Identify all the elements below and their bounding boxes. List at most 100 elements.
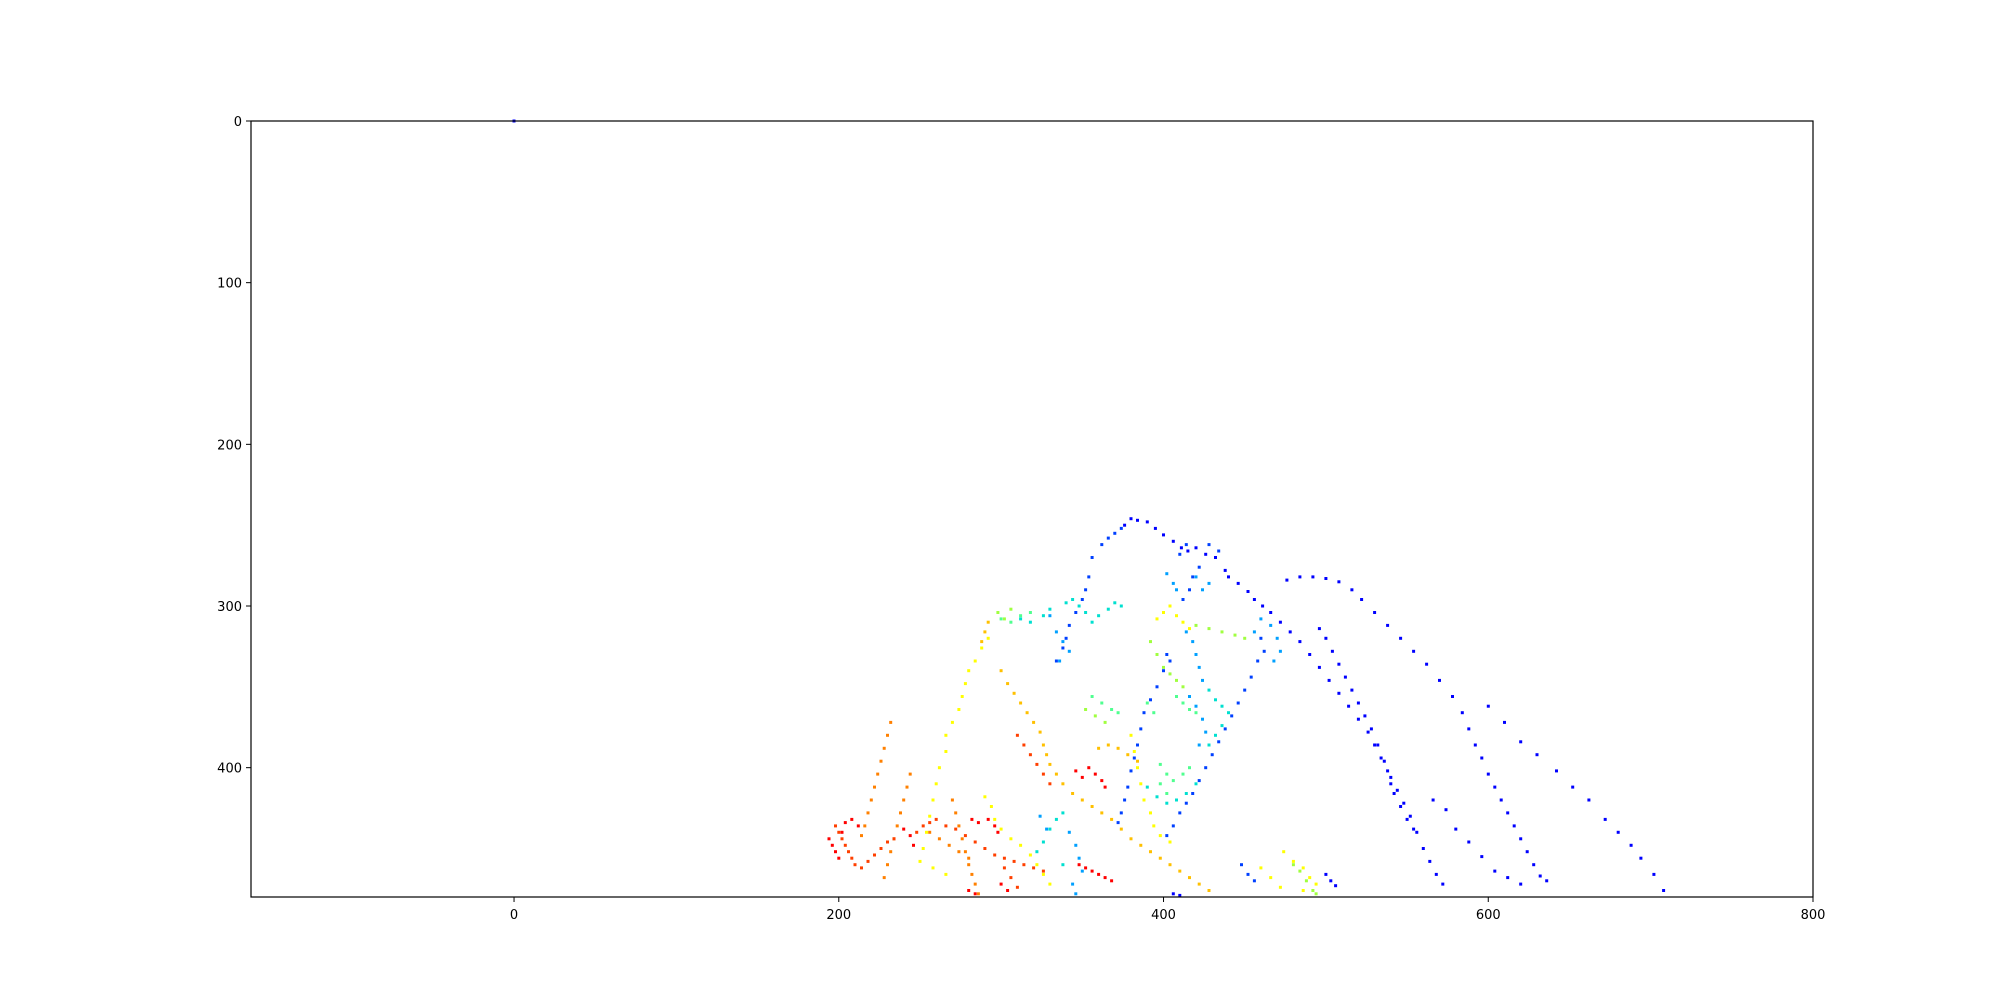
data-point [1382, 759, 1386, 763]
data-point [1269, 876, 1273, 880]
data-point [1136, 518, 1139, 522]
data-point [1035, 863, 1039, 867]
data-point [1064, 601, 1068, 605]
data-point [1363, 714, 1367, 718]
data-point [967, 863, 971, 867]
data-point [1110, 817, 1114, 821]
data-point [1054, 772, 1058, 776]
data-point [1178, 869, 1182, 873]
data-point [1184, 543, 1188, 547]
data-point [1252, 630, 1256, 634]
data-point [1395, 788, 1399, 792]
x-tick-label: 0 [510, 908, 518, 923]
data-point [1402, 801, 1406, 805]
data-point [973, 882, 977, 886]
data-point [1136, 759, 1139, 763]
data-point [1181, 598, 1185, 601]
data-point [1425, 662, 1429, 666]
data-point [1171, 581, 1175, 585]
data-point [1652, 872, 1656, 876]
data-point [1129, 769, 1133, 773]
data-point [1298, 575, 1302, 579]
data-point [1077, 863, 1081, 867]
data-point [1243, 636, 1247, 640]
data-point [1084, 611, 1088, 614]
data-point [1145, 701, 1149, 705]
data-point [1512, 824, 1516, 828]
data-point [1168, 672, 1172, 676]
plot-frame [250, 120, 1814, 898]
data-point [1214, 698, 1217, 702]
data-point [1080, 869, 1084, 873]
data-point [1067, 623, 1071, 627]
data-point [1386, 623, 1390, 627]
data-point [1194, 782, 1198, 786]
data-point [970, 872, 974, 876]
data-point [1311, 575, 1315, 579]
data-point [1587, 798, 1591, 802]
data-point [1074, 769, 1078, 773]
data-point [1194, 711, 1198, 715]
data-point [1165, 792, 1169, 795]
data-point [928, 821, 932, 825]
data-point [1210, 753, 1214, 757]
data-point [905, 785, 909, 789]
data-point [1308, 876, 1312, 880]
data-point [1006, 889, 1010, 892]
data-point [1304, 879, 1308, 883]
data-point [1486, 772, 1490, 776]
data-point [1019, 614, 1023, 618]
data-point [1360, 598, 1364, 601]
data-point [1616, 830, 1620, 834]
data-point [886, 840, 889, 844]
data-point [1197, 565, 1201, 569]
data-point [830, 843, 834, 847]
data-point [1204, 552, 1208, 556]
data-point [1009, 607, 1013, 611]
data-point [1119, 526, 1123, 530]
data-point [879, 759, 883, 763]
data-point [1261, 604, 1265, 608]
data-point [1227, 711, 1230, 715]
data-point [1204, 766, 1208, 770]
data-point [1019, 843, 1023, 847]
data-point [928, 830, 932, 834]
data-point [1473, 743, 1477, 747]
data-point [1428, 859, 1432, 863]
data-point [1207, 688, 1211, 692]
data-point [840, 830, 844, 834]
data-point [1103, 876, 1107, 880]
data-point [1603, 817, 1607, 821]
data-point [1100, 701, 1104, 705]
data-point [908, 834, 912, 838]
data-point [1142, 711, 1146, 715]
data-point [1110, 708, 1114, 711]
data-point [1028, 753, 1032, 757]
data-point [1045, 753, 1049, 757]
data-point [1262, 649, 1266, 653]
data-point [954, 811, 958, 815]
data-point [1064, 636, 1068, 640]
data-point [963, 850, 967, 854]
y-tick-label: 200 [217, 438, 242, 453]
data-point [925, 830, 928, 834]
data-point [1236, 701, 1240, 705]
data-point [1175, 695, 1178, 698]
data-point [1662, 889, 1666, 892]
data-point [1236, 581, 1240, 585]
data-point [1106, 743, 1110, 747]
data-point [1188, 708, 1191, 711]
data-point [993, 824, 997, 828]
data-point [1149, 640, 1152, 644]
data-point [1084, 708, 1088, 711]
data-point [1454, 827, 1458, 831]
data-point [1343, 675, 1347, 679]
data-point [1207, 627, 1211, 631]
data-point [1097, 872, 1101, 876]
data-point [983, 847, 987, 850]
data-point [960, 695, 964, 698]
data-point [1080, 798, 1084, 802]
data-point [950, 798, 954, 802]
data-point [957, 824, 961, 828]
data-point [1191, 640, 1195, 644]
